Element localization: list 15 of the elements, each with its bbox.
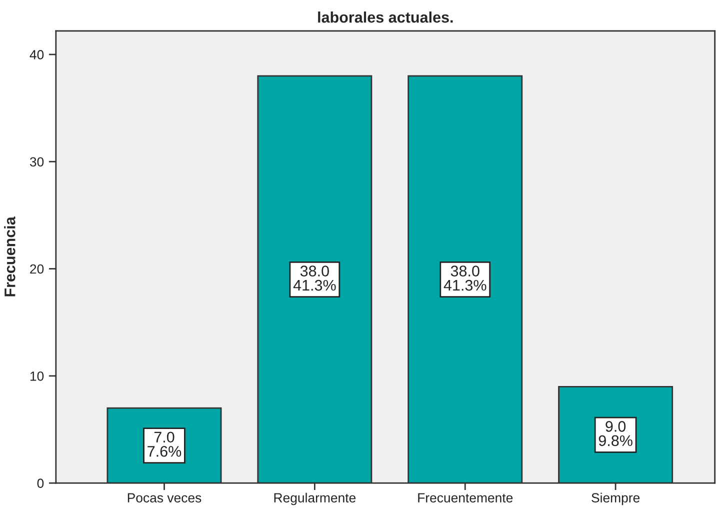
y-tick-label: 40 — [30, 50, 44, 60]
chart-title: laborales actuales. — [318, 11, 453, 23]
data-label: 9.0 9.8% — [598, 421, 632, 446]
x-tick-label: Siempre — [592, 492, 640, 506]
x-tick-label: Regularmente — [274, 492, 356, 506]
x-tick-label: Pocas veces — [128, 493, 202, 502]
x-tick-label: Frecuentemente — [418, 493, 513, 502]
y-tick-label: 10 — [30, 371, 44, 381]
y-tick-label: 30 — [30, 157, 44, 167]
y-axis-title: Frecuencia — [4, 216, 16, 296]
y-tick-label: 0 — [37, 478, 44, 488]
data-label: 7.0 7.6% — [148, 432, 182, 457]
data-label: 38.0 41.3% — [293, 266, 336, 291]
data-label: 38.0 41.3% — [444, 266, 486, 291]
y-tick-label: 20 — [30, 264, 44, 274]
